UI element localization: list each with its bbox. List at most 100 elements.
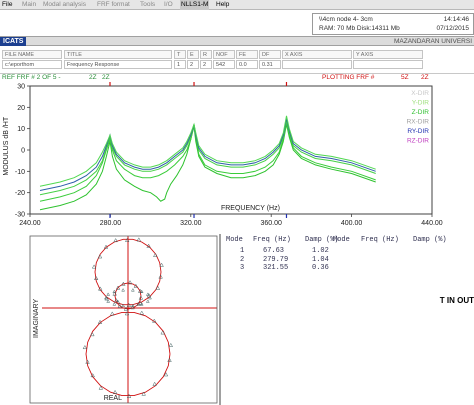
plotting-frf-value-2: 2Z: [421, 74, 429, 81]
clock-time: 14:14:46: [443, 16, 469, 23]
nyquist-point: [130, 305, 135, 310]
frf-series-4: [39, 115, 376, 187]
header-col-0: FILE NAME: [2, 50, 62, 59]
header-col-6: FE: [236, 50, 258, 59]
y-tick-label-2: 10: [17, 126, 25, 133]
mode-frequency: 67.63: [263, 247, 285, 255]
menu-help[interactable]: Help: [216, 1, 230, 8]
nyquist-point: [97, 319, 103, 324]
nyquist-point: [163, 372, 169, 377]
y-tick-label-0: 30: [17, 84, 25, 91]
case-name: \\4cm node 4- 3cm: [319, 16, 373, 23]
header-value-7[interactable]: 0.31: [259, 60, 281, 69]
nyquist-plot[interactable]: REAL IMAGINARY: [0, 234, 219, 405]
nyquist-point: [113, 237, 118, 243]
panel-divider[interactable]: [219, 234, 221, 405]
y-tick-label-6: -30: [15, 212, 25, 219]
nyquist-point: [160, 330, 165, 335]
header-value-9[interactable]: [353, 60, 423, 69]
nyquist-point: [98, 385, 104, 390]
legend-rz-dir[interactable]: RZ-DIR: [407, 138, 429, 145]
nyquist-point: [98, 286, 103, 291]
frf-header-table: FILE NAME c:\eporthom TITLE Frequency Respo…: [0, 47, 474, 74]
nyquist-point: [126, 393, 132, 398]
nyquist-point: [114, 298, 119, 303]
x-tick-label-1: 280.00: [100, 220, 122, 227]
legend-x-dir[interactable]: X-DIR: [411, 90, 429, 97]
header-value-6[interactable]: 0.0: [236, 60, 258, 69]
nyquist-point: [133, 283, 139, 288]
nyquist-point: [168, 342, 174, 347]
damp-col-header-2: Damp (%): [413, 236, 447, 244]
nyquist-point: [167, 357, 172, 362]
menu-i-o[interactable]: I/O: [164, 1, 173, 8]
mode-damping: 1.02: [312, 247, 329, 255]
header-value-2[interactable]: 1: [174, 60, 186, 69]
mode-col-header: Mode: [226, 236, 243, 244]
nyquist-point: [148, 295, 152, 300]
frf-modulus-chart[interactable]: 240.00 280.00 320.00 360.00 400.00 440.00 30 20…: [0, 80, 474, 232]
nyquist-point: [106, 292, 110, 296]
nyquist-point: [139, 289, 144, 293]
nyquist-point: [123, 306, 129, 311]
nyquist-point: [112, 302, 117, 306]
mode-number: 1: [240, 247, 245, 255]
header-value-8[interactable]: [282, 60, 352, 69]
nyquist-point: [121, 303, 125, 308]
freq-col-header-2: Freq (Hz): [361, 236, 399, 244]
header-col-4: R: [200, 50, 212, 59]
nyquist-point: [126, 302, 132, 307]
menu-file[interactable]: File: [2, 1, 13, 8]
header-value-5[interactable]: 542: [213, 60, 235, 69]
header-value-1[interactable]: Frequency Response: [64, 60, 172, 69]
chart-background: [0, 80, 474, 232]
nyquist-point: [131, 288, 135, 292]
nyquist-background: [0, 234, 219, 405]
legend-ry-dir[interactable]: RY-DIR: [407, 128, 429, 135]
header-value-3[interactable]: 2: [187, 60, 199, 69]
reference-frf-label: REF FRF # 2 OF 5 -: [2, 74, 61, 81]
nyquist-point: [138, 295, 144, 300]
menu-bar: File Main Modal analysis FRF format Tools I/O…: [0, 0, 474, 10]
nyquist-point: [158, 274, 163, 279]
nyquist-point: [112, 389, 118, 394]
y-tick-label-1: 20: [17, 105, 25, 112]
nyquist-fit-circle-upper: [94, 238, 162, 306]
nyquist-point: [125, 237, 130, 242]
legend-rx-dir[interactable]: RX-DIR: [407, 119, 430, 126]
menu-frf-format[interactable]: FRF format: [97, 1, 130, 8]
nyquist-frame: [29, 235, 218, 404]
nyquist-point: [146, 299, 150, 303]
legend-z-dir[interactable]: Z-DIR: [412, 109, 430, 116]
header-col-8: X AXIS: [282, 50, 352, 59]
menu-main[interactable]: Main: [22, 1, 37, 8]
header-col-5: NOF: [213, 50, 235, 59]
header-col-9: Y AXIS: [353, 50, 423, 59]
y-tick-label-4: -10: [15, 169, 25, 176]
nyquist-point: [121, 288, 125, 292]
menu-modal-analysis[interactable]: Modal analysis: [43, 1, 86, 8]
x-tick-label-3: 360.00: [260, 220, 282, 227]
nyquist-point: [85, 359, 90, 364]
mode-number: 3: [240, 264, 245, 272]
nyquist-point: [103, 244, 109, 249]
header-value-0[interactable]: c:\eporthom: [2, 60, 62, 69]
institute-name: MAZANDARAN UNIVERSI: [393, 38, 472, 45]
nyquist-point: [90, 373, 95, 378]
legend-y-dir[interactable]: Y-DIR: [412, 100, 429, 107]
x-axis-label: FREQUENCY (Hz): [221, 205, 280, 212]
mode-number: 2: [240, 255, 245, 264]
header-value-4[interactable]: 2: [200, 60, 212, 69]
nyquist-point: [152, 318, 157, 323]
system-resources: RAM: 70 Mb Disk:14311 Mb: [319, 25, 400, 32]
menu-tools[interactable]: Tools: [140, 1, 156, 8]
header-col-1: TITLE: [64, 50, 172, 59]
menu-nlls1-m[interactable]: NLLS1-M: [180, 0, 210, 10]
fit-in-out-label[interactable]: T IN OUT: [439, 296, 474, 305]
y-tick-label-5: -20: [15, 190, 25, 197]
header-col-7: DF: [259, 50, 281, 59]
nyquist-point: [127, 280, 133, 285]
x-tick-label-5: 440.00: [421, 220, 443, 227]
header-col-3: E: [187, 50, 199, 59]
x-tick-label-4: 400.00: [341, 220, 363, 227]
